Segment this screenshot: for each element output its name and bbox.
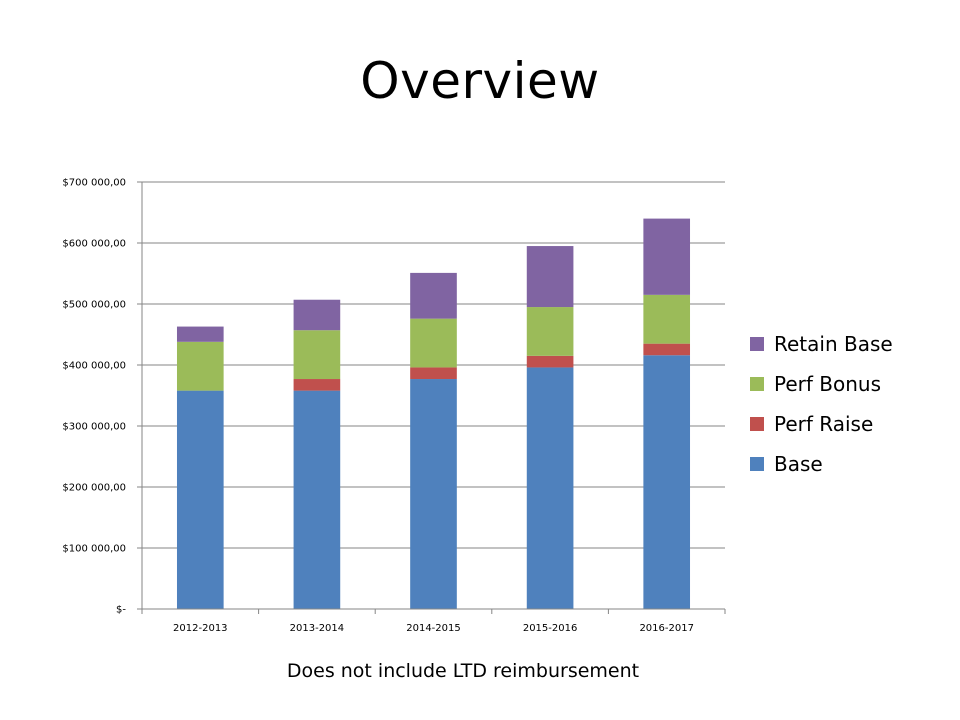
slide-title: Overview xyxy=(360,52,600,110)
bar-segment-perf-raise xyxy=(643,343,691,356)
y-tick-label: $400 000,00 xyxy=(62,361,126,372)
legend-label: Perf Bonus xyxy=(774,372,881,396)
bar-segment-retain-base xyxy=(410,272,457,319)
y-tick-label: $- xyxy=(116,605,126,616)
bar-segment-base xyxy=(176,390,224,609)
y-tick-label: $100 000,00 xyxy=(62,544,126,555)
x-tick-label: 2016-2017 xyxy=(639,623,694,634)
axes xyxy=(141,182,726,614)
x-tick-label: 2014-2015 xyxy=(406,623,461,634)
y-tick-label: $500 000,00 xyxy=(62,300,126,311)
bar-segment-retain-base xyxy=(176,326,224,342)
y-tick-label: $600 000,00 xyxy=(62,239,126,250)
x-tick-label: 2013-2014 xyxy=(290,623,345,634)
bar-segment-base xyxy=(410,379,457,609)
bar-segment-retain-base xyxy=(293,299,341,331)
legend-label: Perf Raise xyxy=(774,412,873,436)
x-tick-label: 2015-2016 xyxy=(523,623,578,634)
legend-swatch xyxy=(750,457,764,471)
bar-segment-perf-raise xyxy=(410,367,457,380)
x-tick-label: 2012-2013 xyxy=(173,623,228,634)
legend-swatch xyxy=(750,417,764,431)
x-axis-tick-labels: 2012-2013 2013-2014 2014-2015 2015-2016 2016… xyxy=(173,623,694,634)
bar-segment-base xyxy=(526,367,574,609)
bar-segment-perf-bonus xyxy=(410,318,457,368)
chart-legend: Retain Base Perf Bonus Perf Raise Base xyxy=(750,332,893,476)
legend-label: Base xyxy=(774,452,823,476)
bar-segment-base xyxy=(293,390,341,609)
bar-segment-retain-base xyxy=(643,218,691,295)
bar-segment-perf-bonus xyxy=(643,294,691,344)
bar-segment-perf-bonus xyxy=(293,330,341,380)
bar-segment-perf-bonus xyxy=(526,307,574,356)
legend-swatch xyxy=(750,377,764,391)
y-tick-label: $300 000,00 xyxy=(62,422,126,433)
y-tick-label: $200 000,00 xyxy=(62,483,126,494)
bar-segment-perf-raise xyxy=(526,355,574,368)
footnote: Does not include LTD reimbursement xyxy=(286,660,640,682)
bar-segment-retain-base xyxy=(526,246,574,308)
legend-swatch xyxy=(750,337,764,351)
bar-segment-base xyxy=(643,355,691,609)
bar-series xyxy=(176,218,691,609)
y-tick-label: $700 000,00 xyxy=(62,178,126,189)
y-axis-tick-labels: $- $100 000,00 $200 000,00 $300 000,00 $400 … xyxy=(62,178,126,616)
legend-label: Retain Base xyxy=(774,332,893,356)
bar-segment-perf-bonus xyxy=(176,341,224,391)
bar-segment-perf-raise xyxy=(293,379,341,391)
